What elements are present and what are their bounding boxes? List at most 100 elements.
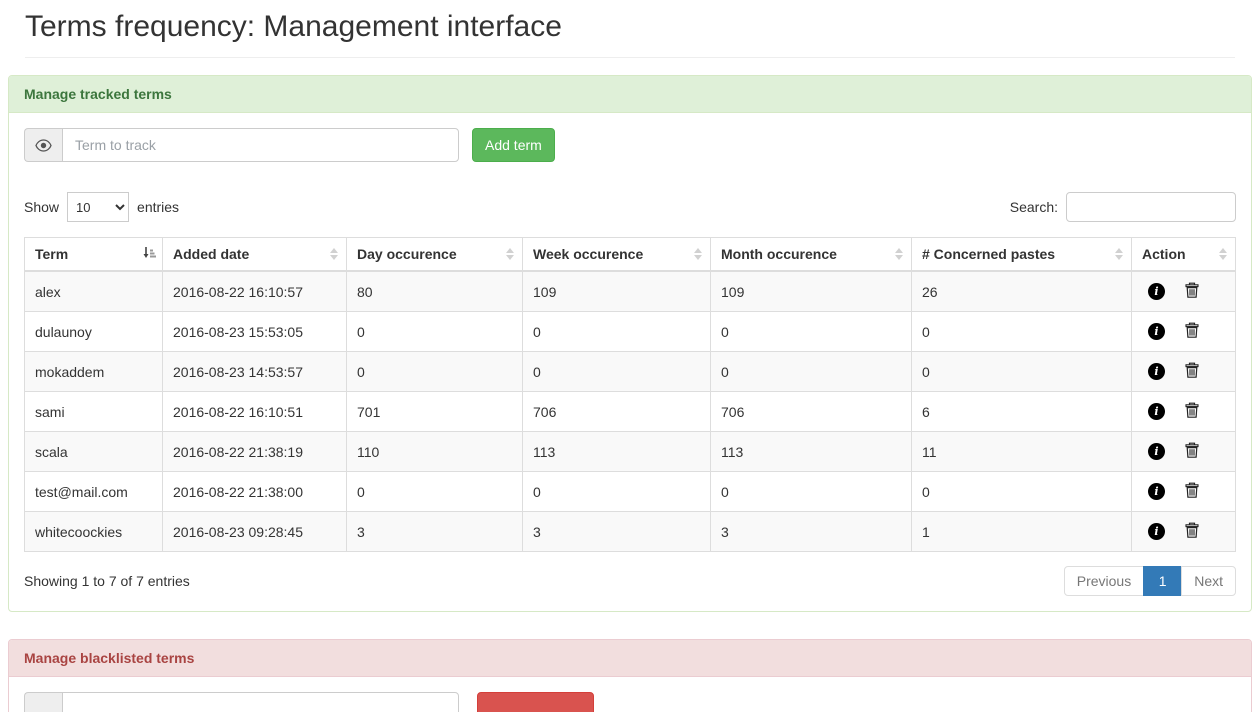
added-date-cell: 2016-08-23 15:53:05 [162, 311, 347, 352]
tracked-terms-panel-body: Add term Show 10 entries Search: [9, 113, 1251, 611]
add-term-row: Add term [24, 128, 1236, 162]
add-term-button[interactable]: Add term [472, 128, 555, 162]
info-icon[interactable]: i [1148, 523, 1165, 540]
added-date-cell: 2016-08-23 09:28:45 [162, 511, 347, 552]
blacklisted-terms-panel-body [9, 677, 1251, 712]
month-occurence-cell: 0 [710, 351, 912, 392]
table-header-row: Term Added date [24, 237, 1236, 272]
month-occurence-cell: 109 [710, 270, 912, 312]
table-row: dulaunoy 2016-08-23 15:53:05 0 0 0 0 i [24, 311, 1236, 352]
sort-icon [895, 248, 903, 260]
pagination-next-button[interactable]: Next [1181, 566, 1236, 596]
info-icon[interactable]: i [1148, 483, 1165, 500]
trash-icon[interactable] [1185, 322, 1199, 341]
page-title: Terms frequency: Management interface [25, 10, 562, 43]
action-cell: i [1131, 471, 1236, 512]
table-row: scala 2016-08-22 21:38:19 110 113 113 11… [24, 431, 1236, 472]
page-length-control: Show 10 entries [24, 192, 179, 222]
term-cell: mokaddem [24, 351, 163, 392]
blacklisted-terms-panel-header: Manage blacklisted terms [9, 640, 1251, 677]
action-cell: i [1131, 431, 1236, 472]
column-header-action[interactable]: Action [1131, 237, 1236, 272]
pagination-page-1-button[interactable]: 1 [1143, 566, 1183, 596]
column-header-term[interactable]: Term [24, 237, 163, 272]
blacklist-input-group [24, 692, 459, 712]
action-cell: i [1131, 391, 1236, 432]
info-icon[interactable]: i [1148, 323, 1165, 340]
concerned-pastes-cell: 6 [911, 391, 1132, 432]
day-occurence-cell: 0 [346, 471, 523, 512]
table-row: sami 2016-08-22 16:10:51 701 706 706 6 i [24, 391, 1236, 432]
trash-icon[interactable] [1185, 482, 1199, 501]
week-occurence-cell: 0 [522, 471, 711, 512]
add-blacklist-row [24, 692, 1236, 712]
search-control: Search: [1010, 192, 1236, 222]
concerned-pastes-cell: 0 [911, 471, 1132, 512]
column-header-week-occurence[interactable]: Week occurence [522, 237, 711, 272]
column-header-month-occurence[interactable]: Month occurence [710, 237, 912, 272]
info-icon[interactable]: i [1148, 283, 1165, 300]
trash-icon[interactable] [1185, 522, 1199, 541]
eye-icon [24, 128, 62, 162]
trash-icon[interactable] [1185, 442, 1199, 461]
added-date-cell: 2016-08-22 21:38:00 [162, 471, 347, 512]
column-header-concerned-pastes[interactable]: # Concerned pastes [911, 237, 1132, 272]
term-cell: scala [24, 431, 163, 472]
search-input[interactable] [1066, 192, 1236, 222]
month-occurence-cell: 0 [710, 311, 912, 352]
week-occurence-cell: 113 [522, 431, 711, 472]
day-occurence-cell: 0 [346, 351, 523, 392]
trash-icon[interactable] [1185, 402, 1199, 421]
week-occurence-cell: 706 [522, 391, 711, 432]
pagination-previous-button[interactable]: Previous [1063, 566, 1145, 596]
tracked-terms-panel-header: Manage tracked terms [9, 76, 1251, 113]
show-label: Show [24, 199, 60, 215]
info-icon[interactable]: i [1148, 403, 1165, 420]
term-cell: whitecoockies [24, 511, 163, 552]
column-header-day-occurence[interactable]: Day occurence [346, 237, 523, 272]
day-occurence-cell: 110 [346, 431, 523, 472]
week-occurence-cell: 109 [522, 270, 711, 312]
table-row: alex 2016-08-22 16:10:57 80 109 109 26 i [24, 270, 1236, 312]
added-date-cell: 2016-08-23 14:53:57 [162, 351, 347, 392]
action-cell: i [1131, 351, 1236, 392]
blacklist-add-button[interactable] [477, 692, 594, 712]
term-cell: sami [24, 391, 163, 432]
action-cell: i [1131, 511, 1236, 552]
table-row: whitecoockies 2016-08-23 09:28:45 3 3 3 … [24, 511, 1236, 552]
day-occurence-cell: 701 [346, 391, 523, 432]
action-cell: i [1131, 270, 1236, 312]
sort-asc-icon [143, 246, 156, 262]
datatable-footer: Showing 1 to 7 of 7 entries Previous 1 N… [24, 566, 1236, 596]
sort-icon [1115, 248, 1123, 260]
blacklist-addon-icon [24, 692, 62, 712]
term-cell: alex [24, 270, 163, 312]
sort-icon [694, 248, 702, 260]
blacklist-term-input[interactable] [62, 692, 459, 712]
concerned-pastes-cell: 11 [911, 431, 1132, 472]
entries-label: entries [137, 199, 180, 215]
day-occurence-cell: 3 [346, 511, 523, 552]
info-icon[interactable]: i [1148, 443, 1165, 460]
title-divider [25, 57, 1235, 58]
concerned-pastes-cell: 26 [911, 270, 1132, 312]
day-occurence-cell: 80 [346, 270, 523, 312]
concerned-pastes-cell: 0 [911, 351, 1132, 392]
term-cell: test@mail.com [24, 471, 163, 512]
week-occurence-cell: 0 [522, 351, 711, 392]
page-length-select[interactable]: 10 [67, 192, 130, 222]
trash-icon[interactable] [1185, 282, 1199, 301]
concerned-pastes-cell: 1 [911, 511, 1132, 552]
added-date-cell: 2016-08-22 16:10:57 [162, 270, 347, 312]
trash-icon[interactable] [1185, 362, 1199, 381]
tracked-terms-table: Term Added date [24, 237, 1236, 552]
concerned-pastes-cell: 0 [911, 311, 1132, 352]
sort-icon [330, 248, 338, 260]
search-label: Search: [1009, 199, 1058, 215]
day-occurence-cell: 0 [346, 311, 523, 352]
term-to-track-input[interactable] [62, 128, 459, 162]
info-icon[interactable]: i [1148, 363, 1165, 380]
table-row: test@mail.com 2016-08-22 21:38:00 0 0 0 … [24, 471, 1236, 512]
month-occurence-cell: 706 [710, 391, 912, 432]
column-header-added-date[interactable]: Added date [162, 237, 347, 272]
